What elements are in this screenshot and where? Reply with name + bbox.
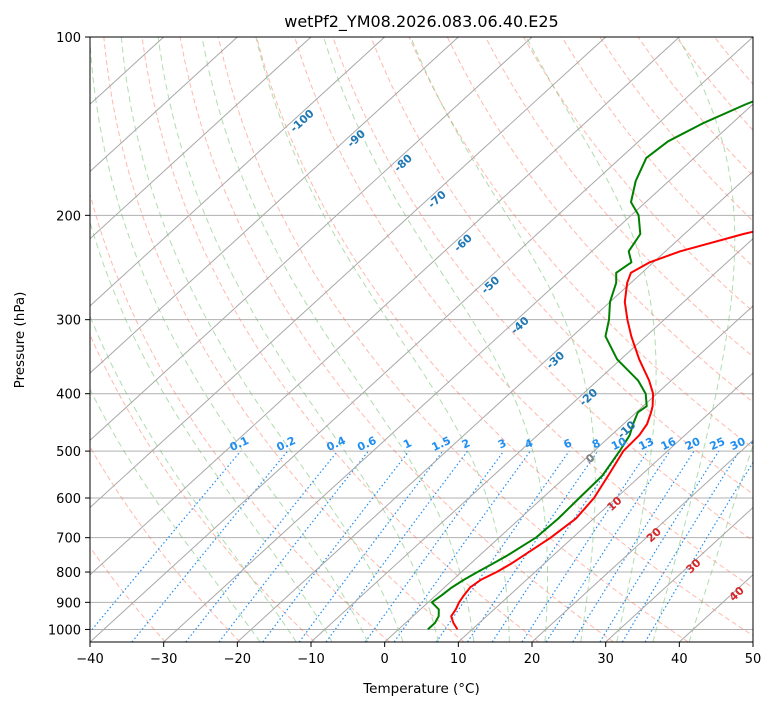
isotherm-line — [90, 37, 238, 173]
y-tick-label: 200 — [56, 209, 81, 224]
moist-adiabats — [90, 37, 753, 642]
temperature-trace — [450, 230, 753, 630]
x-tick-label: 10 — [450, 652, 467, 667]
moist-adiabat-line — [688, 443, 753, 642]
mixing-ratio-line — [491, 450, 621, 642]
isotherm-line — [457, 372, 753, 642]
dry-adiabat-line — [523, 37, 753, 313]
mixing-ratio-line — [298, 450, 444, 642]
isobar-grid — [90, 37, 753, 630]
mixing-ratio-line — [131, 450, 289, 642]
y-tick-label: 600 — [56, 492, 81, 507]
moist-adiabat-line — [90, 220, 333, 642]
x-tick-label: −40 — [76, 652, 103, 667]
x-tick-label: 20 — [524, 652, 541, 667]
y-tick-label: 900 — [56, 596, 81, 611]
dry-adiabats — [90, 37, 753, 642]
moist-adiabat-line — [90, 314, 297, 642]
isotherm-line — [90, 37, 680, 576]
mixing-ratio-label: 16 — [659, 435, 679, 453]
mixing-ratio-line — [466, 450, 599, 642]
moist-adiabat-line — [90, 388, 261, 642]
dry-adiabat-line — [179, 37, 614, 642]
mixing-ratio-label: 36 — [749, 435, 769, 453]
y-tick-label: 300 — [56, 314, 81, 329]
mixing-ratio-line — [545, 450, 671, 642]
isotherm-line — [90, 37, 312, 240]
moist-adiabat-line — [323, 37, 548, 642]
x-axis-label: Temperature (°C) — [362, 681, 480, 697]
y-tick-label: 800 — [56, 566, 81, 581]
mixing-ratio-line — [572, 450, 695, 642]
isotherm-line — [90, 37, 533, 442]
moist-adiabat-line — [410, 37, 596, 642]
dry-adiabat-line — [90, 445, 241, 642]
y-tick-label: 700 — [56, 532, 81, 547]
x-axis-ticks: −40 −30 −20 −10 0 10 20 30 40 50 — [76, 642, 761, 667]
dry-adiabat-line — [141, 37, 540, 642]
mixing-ratio-label: 25 — [708, 435, 727, 453]
dry-adiabat-line — [294, 37, 753, 589]
moist-adiabat-line — [255, 37, 510, 642]
mixing-ratio-lines — [90, 450, 753, 642]
moist-adiabat-line — [120, 37, 404, 642]
mixing-ratio-line — [621, 450, 740, 642]
isotherm-line — [90, 37, 753, 642]
y-axis-ticks: 1000 900 800 700 600 500 400 300 200 100 — [48, 31, 90, 638]
x-tick-label: 50 — [745, 652, 762, 667]
isotherm-line — [384, 305, 753, 642]
mixing-ratio-label: 20 — [683, 435, 703, 453]
y-tick-label: 400 — [56, 388, 81, 403]
mixing-ratio-label: 13 — [637, 435, 656, 453]
moist-adiabat-line — [157, 37, 439, 642]
profile-traces — [427, 100, 753, 631]
dry-adiabat-line — [370, 37, 753, 495]
mixing-ratio-label: 10 — [609, 435, 629, 453]
x-tick-label: 0 — [381, 652, 389, 667]
mixing-ratio-line — [364, 450, 505, 642]
dry-adiabat-line — [90, 333, 316, 642]
isotherm-grid — [90, 37, 753, 642]
isotherm-line — [605, 506, 753, 642]
isotherm-line — [310, 237, 753, 642]
isotherm-line — [531, 439, 753, 642]
isotherm-line — [90, 37, 607, 509]
chart-title: wetPf2_YM08.2026.083.06.40.E25 — [284, 12, 558, 32]
dry-adiabat-line — [217, 37, 689, 642]
isotherm-line — [90, 37, 459, 374]
mixing-ratio-line — [325, 450, 468, 642]
isotherm-line — [90, 37, 386, 307]
isotherm-line — [163, 103, 753, 642]
mixing-ratio-line — [521, 450, 649, 642]
x-tick-label: −10 — [297, 652, 324, 667]
dry-adiabat-line — [446, 37, 753, 403]
mixing-ratio-line — [185, 450, 339, 642]
y-axis-label: Pressure (hPa) — [12, 292, 28, 389]
x-tick-label: −30 — [150, 652, 177, 667]
isotherm-line — [236, 170, 753, 642]
mixing-ratio-line — [90, 450, 242, 633]
x-tick-label: −20 — [224, 652, 251, 667]
dewpoint-trace — [427, 100, 753, 631]
x-tick-label: 30 — [597, 652, 614, 667]
y-tick-label: 500 — [56, 445, 81, 460]
mixing-ratio-line — [262, 450, 410, 642]
x-tick-label: 40 — [671, 652, 688, 667]
dry-adiabat-line — [103, 37, 465, 642]
moist-adiabat-line — [90, 37, 369, 642]
moist-adiabat-line — [201, 37, 475, 642]
plot-frame — [89, 36, 754, 643]
mixing-ratio-label: 30 — [728, 435, 748, 453]
moist-adiabat-line — [652, 37, 736, 642]
y-tick-label: 100 — [56, 31, 81, 46]
y-tick-label: 1000 — [48, 623, 81, 638]
